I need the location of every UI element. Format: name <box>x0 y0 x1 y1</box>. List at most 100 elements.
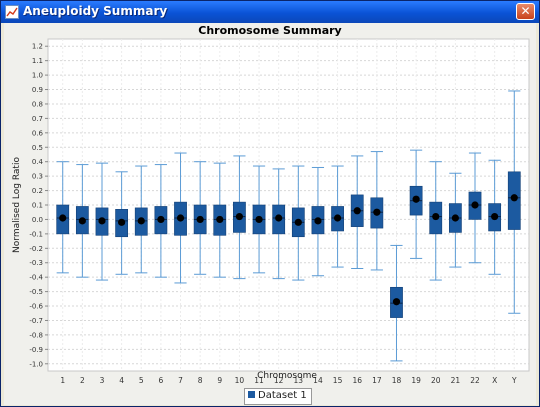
mean-marker <box>59 214 67 222</box>
y-tick-label: -0.6 <box>29 303 43 311</box>
legend-swatch <box>248 391 255 398</box>
x-tick-label: 1 <box>60 376 65 385</box>
x-tick-label: 11 <box>254 376 264 385</box>
box-17 <box>370 151 384 271</box>
box-9 <box>213 162 227 278</box>
x-tick-label: 13 <box>294 376 304 385</box>
y-tick-label: -0.7 <box>29 317 43 325</box>
box-6 <box>154 164 168 278</box>
mean-marker <box>333 214 342 222</box>
y-tick-label: -1.0 <box>29 360 43 368</box>
mean-marker <box>510 194 518 202</box>
x-tick-label: 22 <box>470 376 480 385</box>
y-tick-label: 1.0 <box>32 72 43 80</box>
x-tick-label: 16 <box>352 376 362 385</box>
y-axis-label: Normalised Log Ratio <box>12 157 22 253</box>
x-tick-label: 9 <box>217 376 222 385</box>
box-22 <box>468 152 482 264</box>
mean-marker <box>255 215 263 224</box>
box-18 <box>390 244 403 362</box>
x-tick-label: 17 <box>372 376 382 385</box>
x-tick-label: 5 <box>139 376 144 385</box>
box-14 <box>311 166 325 277</box>
mean-marker <box>392 298 401 306</box>
box-4 <box>115 171 129 275</box>
mean-marker <box>353 207 361 215</box>
mean-marker <box>373 208 381 216</box>
x-tick-label: 18 <box>392 376 402 385</box>
grid-lines <box>48 39 529 371</box>
x-tick-label: 10 <box>235 376 245 385</box>
box-1 <box>56 161 70 274</box>
mean-marker <box>157 215 165 224</box>
y-tick-label: -0.3 <box>29 259 43 267</box>
y-tick-label: -0.1 <box>29 230 43 238</box>
close-button[interactable]: ✕ <box>516 3 535 20</box>
chart-app-icon <box>5 5 19 19</box>
y-tick-label: 0.9 <box>32 86 43 94</box>
y-tick-label: -0.9 <box>29 346 43 354</box>
y-tick-label: -0.2 <box>29 245 43 253</box>
x-tick-label: Y <box>511 376 517 385</box>
y-tick-label: 0.2 <box>32 187 43 195</box>
y-tick-label: 0.1 <box>32 202 43 210</box>
box-X <box>488 159 502 275</box>
y-tick-label: -0.8 <box>29 331 43 339</box>
box-10 <box>233 155 246 280</box>
x-tick-label: 20 <box>431 376 441 385</box>
box-plot-chart: Chromosome Summary 1.2 1.1 1.0 0.9 0.8 0.7 0.6… <box>12 24 530 385</box>
mean-marker <box>196 215 204 224</box>
box-12 <box>272 168 286 280</box>
x-tick-label: 2 <box>80 376 85 385</box>
x-axis-label: Chromosome <box>257 371 317 381</box>
mean-marker <box>491 212 499 221</box>
y-tick-label: 0.6 <box>32 129 44 137</box>
box-16 <box>350 155 364 270</box>
mean-marker <box>412 195 420 203</box>
y-tick-label: -0.4 <box>29 274 43 282</box>
y-tick-label: 1.2 <box>32 43 43 51</box>
y-tick-label: 0.4 <box>32 158 44 166</box>
window-title: Aneuploidy Summary <box>23 4 168 18</box>
mean-marker <box>78 217 86 225</box>
box-5 <box>134 165 148 274</box>
x-tick-label: 6 <box>158 376 163 385</box>
x-tick-label: 8 <box>198 376 203 385</box>
mean-marker <box>294 218 302 226</box>
box-3 <box>95 162 109 281</box>
y-tick-label: 0.8 <box>32 100 43 108</box>
y-axis: 1.2 1.1 1.0 0.9 0.8 0.7 0.6 0.5 0.4 0.3 0.2 0.1 0.0 -… <box>29 43 48 368</box>
box-21 <box>448 172 462 268</box>
box-Y <box>507 90 521 314</box>
mean-marker <box>216 215 224 224</box>
x-tick-label: 7 <box>178 376 183 385</box>
x-tick-label: 3 <box>100 376 105 385</box>
mean-marker <box>275 214 283 222</box>
x-tick-label: 15 <box>333 376 343 385</box>
box-19 <box>409 149 423 259</box>
box-8 <box>193 161 207 275</box>
title-bar[interactable]: Aneuploidy Summary ✕ <box>1 1 539 23</box>
mean-marker <box>451 214 459 222</box>
x-tick-label: 4 <box>119 376 124 385</box>
legend-label: Dataset 1 <box>258 390 307 401</box>
x-tick-label: 14 <box>313 376 323 385</box>
mean-marker <box>314 217 322 225</box>
y-tick-label: 0.7 <box>32 115 43 123</box>
series-dataset-1 <box>56 90 521 362</box>
y-tick-label: 0.5 <box>32 144 43 152</box>
x-axis: 1 2 3 4 5 6 7 8 9 10 11 12 13 14 15 16 17 18 19 20 21 22 X Y <box>60 376 517 385</box>
mean-marker <box>235 212 244 221</box>
y-tick-label: -0.5 <box>29 288 43 296</box>
box-7 <box>174 152 187 284</box>
box-13 <box>291 165 305 281</box>
x-tick-label: 21 <box>451 376 461 385</box>
x-tick-label: 19 <box>411 376 421 385</box>
chart-title: Chromosome Summary <box>198 24 341 37</box>
box-2 <box>75 164 89 278</box>
chart-panel: Chromosome Summary 1.2 1.1 1.0 0.9 0.8 0.7 0.6… <box>4 23 536 405</box>
mean-marker <box>137 217 145 225</box>
x-tick-label: 12 <box>274 376 284 385</box>
y-tick-label: 0.3 <box>32 173 43 181</box>
